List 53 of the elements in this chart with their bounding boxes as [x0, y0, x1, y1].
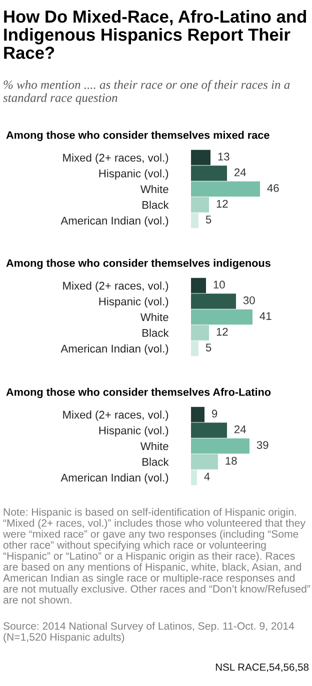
text: How Do Mixed-Race, Afro-Latino and Indigenous Hispanics Report Their Race? [4, 10, 306, 59]
data-label: 46 [267, 184, 279, 192]
data-label: 30 [243, 296, 255, 304]
y-tick-label: Mixed (2+ races, vol.) [63, 282, 168, 292]
text: Note: Hispanic is based on self-identification of Hispanic origin. “Mixed (2+ races, vol.)” includes those who volunteered that they were “mixed race” or gave any two responses (including “Some other race” without specifying which race or volunteering “Hispanic” or “Latino” or a Hispanic origin as their race). Races are based on any mentions of Hispanic, white, black, Asian, and American Indian as single race or multiple-race responses and are not mutually exclusive. Other races and “Don’t know/Refused” are not shown. [2, 508, 310, 604]
bar [191, 197, 209, 212]
y-tick-label: Mixed (2+ races, vol.) [63, 154, 168, 164]
data-label: 39 [256, 441, 268, 449]
y-tick-label: American Indian (vol.) [60, 473, 168, 484]
y-tick-label: Black [142, 458, 169, 466]
y-tick-label: Mixed (2+ races, vol.) [63, 410, 168, 421]
y-tick-label: Hispanic (vol.) [99, 426, 168, 437]
bar [191, 438, 250, 454]
bar [191, 470, 197, 486]
y-tick-label: Hispanic (vol.) [99, 297, 168, 308]
chart-title: Among those who consider themselves mixed race [6, 130, 270, 142]
data-label: 10 [214, 280, 225, 289]
data-label: 4 [204, 472, 210, 480]
data-label: 12 [216, 328, 228, 336]
y-tick-label: White [140, 442, 168, 450]
y-tick-label: Black [142, 328, 169, 337]
bar [191, 454, 218, 470]
data-label: 24 [234, 425, 246, 434]
y-tick-label: Black [142, 200, 169, 209]
bar [191, 278, 206, 294]
bar [191, 181, 260, 197]
chart-title: Among those who consider themselves indigenous [6, 258, 270, 270]
bar [191, 166, 227, 181]
y-tick-label: American Indian (vol.) [60, 344, 168, 355]
data-label: 18 [226, 456, 237, 465]
data-label: 9 [212, 410, 218, 418]
source-note: Source: 2014 National Survey of Latinos, Sep. 11-Oct. 9, 2014 (N=1,520 Hispanic adults) [3, 622, 294, 643]
y-tick-label: American Indian (vol.) [60, 216, 168, 227]
bar [191, 309, 252, 325]
bar [191, 406, 204, 422]
bar [191, 340, 198, 356]
y-tick-label: Hispanic (vol.) [99, 169, 168, 180]
y-tick-label: White [140, 184, 168, 194]
bar [191, 325, 209, 340]
bar [191, 294, 236, 309]
data-label: 12 [216, 200, 228, 208]
bar [191, 422, 227, 438]
data-label: 5 [206, 344, 212, 352]
data-label: 41 [260, 312, 272, 320]
text: % who mention .... as their race or one of their races in a standard race question [3, 80, 290, 105]
chart-title: Among those who consider themselves Afro-Latino [6, 388, 271, 398]
data-label: 5 [206, 216, 212, 224]
text: NSL RACE,54,56,58 [216, 663, 309, 672]
data-label: 24 [234, 168, 246, 176]
bar [191, 150, 210, 166]
bar [191, 212, 198, 228]
data-label: 13 [218, 152, 230, 161]
y-tick-label: White [140, 312, 168, 322]
